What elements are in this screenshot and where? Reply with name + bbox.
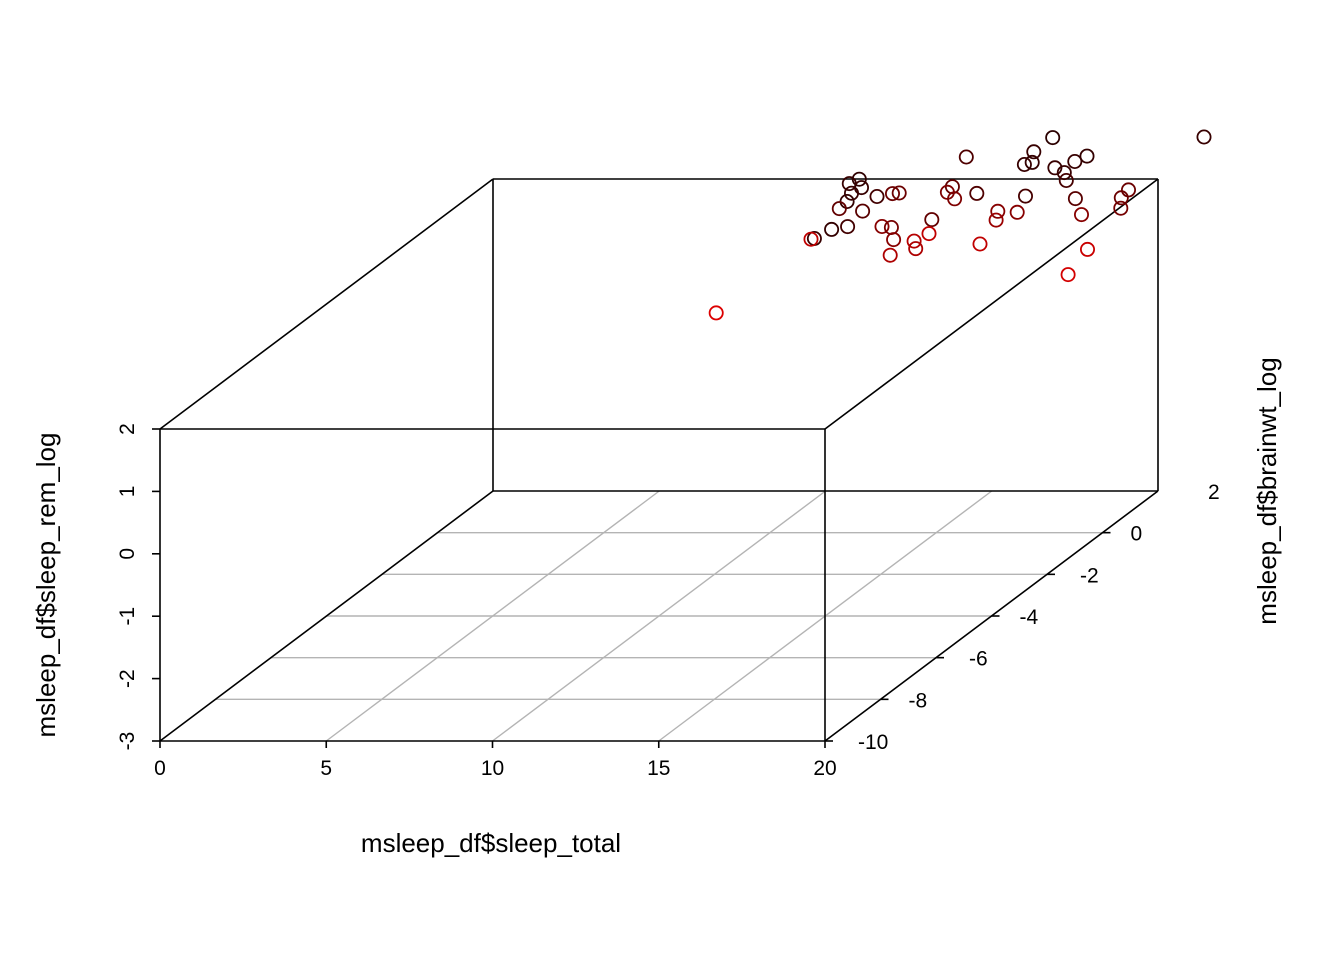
data-point <box>1058 172 1074 188</box>
x-axis-title: msleep_df$sleep_total <box>361 828 621 858</box>
y-axis-title: msleep_df$brainwt_log <box>1252 357 1282 624</box>
z-tick-label: 1 <box>116 486 139 498</box>
data-point <box>988 212 1004 228</box>
floor-grid <box>215 490 1103 742</box>
data-point <box>1113 200 1129 216</box>
data-point <box>840 219 856 235</box>
data-point <box>944 179 960 195</box>
data-point <box>1196 129 1212 145</box>
x-tick-label: 5 <box>320 757 332 780</box>
data-point <box>851 171 867 187</box>
data-point <box>831 201 847 217</box>
data-point <box>882 247 898 263</box>
box-edge <box>159 178 494 430</box>
z-axis-title: msleep_df$sleep_rem_log <box>31 433 61 738</box>
data-point <box>1074 207 1090 223</box>
data-point <box>969 185 985 201</box>
data-point <box>1009 204 1025 220</box>
z-tick-label: -2 <box>116 669 139 688</box>
data-point <box>1060 267 1076 283</box>
data-point <box>1056 165 1072 181</box>
z-tick-label: -1 <box>116 607 139 626</box>
x-tick-label: 0 <box>154 757 166 780</box>
data-point <box>1018 188 1034 204</box>
data-point <box>1047 160 1063 176</box>
data-point <box>803 231 819 247</box>
box-edge <box>824 178 1159 430</box>
x-tick-label: 15 <box>647 757 670 780</box>
data-point <box>1024 154 1040 170</box>
z-tick-label: 0 <box>116 548 139 560</box>
data-point <box>1121 182 1137 198</box>
data-point <box>958 149 974 165</box>
y-tick-label: -4 <box>1020 606 1039 629</box>
data-point <box>972 236 988 252</box>
grid-line-x <box>325 490 660 742</box>
data-point <box>885 186 901 202</box>
data-point <box>883 219 899 235</box>
data-point <box>869 188 885 204</box>
data-point <box>1067 191 1083 207</box>
back-box <box>159 178 1159 742</box>
data-point <box>874 218 890 234</box>
box-edge <box>159 490 494 742</box>
x-tick-label: 20 <box>813 757 836 780</box>
data-point <box>1016 156 1032 172</box>
data-point <box>708 305 724 321</box>
data-point <box>886 232 902 248</box>
x-tick-label: 10 <box>481 757 504 780</box>
y-tick-label: -2 <box>1080 564 1099 587</box>
data-point <box>921 226 937 242</box>
grid-line-x <box>492 490 826 742</box>
data-point <box>906 233 922 249</box>
z-tick-label: -3 <box>116 732 139 751</box>
data-point <box>924 212 940 228</box>
y-tick-label: 0 <box>1131 523 1143 546</box>
y-tick-label: 2 <box>1208 481 1220 504</box>
data-point <box>990 203 1006 219</box>
data-point <box>947 191 963 207</box>
z-tick-label: 2 <box>116 423 139 435</box>
data-points <box>708 129 1212 321</box>
data-point <box>908 241 924 257</box>
data-point <box>891 185 907 201</box>
y-tick-label: -8 <box>909 689 928 712</box>
data-point <box>1026 144 1042 160</box>
data-point <box>824 221 840 237</box>
data-point <box>1045 130 1061 146</box>
data-point <box>1079 148 1095 164</box>
data-point <box>1080 241 1096 257</box>
data-point <box>855 203 871 219</box>
data-point <box>854 180 870 196</box>
y-tick-label: -6 <box>969 648 988 671</box>
data-point <box>1067 153 1083 169</box>
y-tick-label: -10 <box>858 731 888 754</box>
